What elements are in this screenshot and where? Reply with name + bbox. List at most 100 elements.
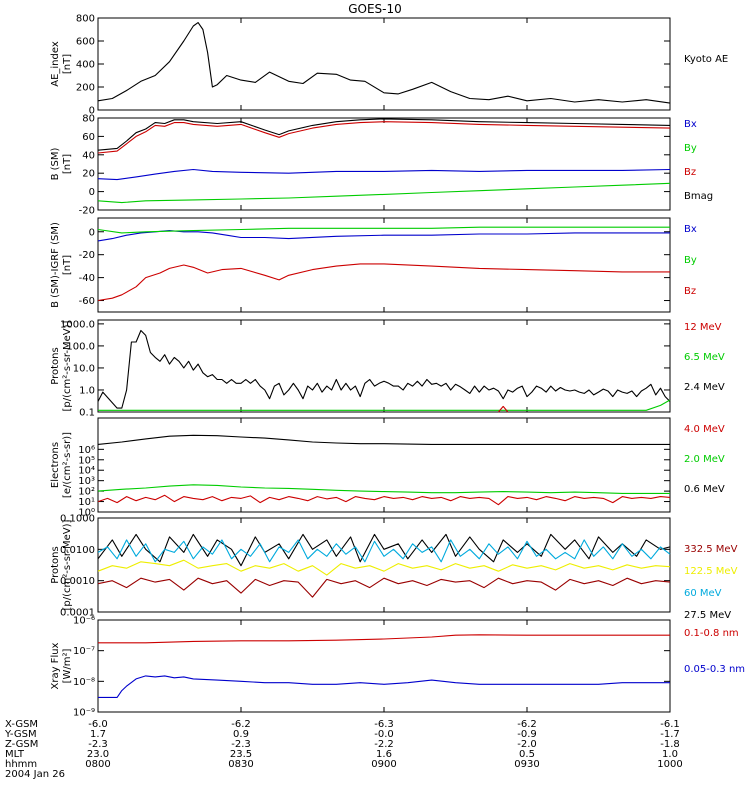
y-axis-label: AE_index [50, 41, 61, 87]
chart-title: GOES-10 [348, 2, 402, 16]
panel-3: -60 -40 -20 0 B (SM)-IGRF (SM) [nT] Bx By Bz [50, 218, 697, 312]
series-line-green [98, 183, 670, 202]
series-line-black [98, 23, 670, 104]
panel-frame [98, 118, 670, 210]
y-tick-label: 10⁶ [78, 445, 95, 456]
legend-entry: 2.4 MeV [684, 382, 725, 393]
panel-frame [98, 18, 670, 110]
y-tick-label: -20 [79, 206, 95, 217]
y-axis-label: Protons [50, 546, 61, 583]
y-axis-label: [p/(cm²-s-sr-MeV)] [62, 320, 73, 411]
panel-4: 0.1 1.0 10.0 100.0 1000.0 Protons [p/(cm²-s-sr… [50, 319, 725, 418]
legend-entry: Bx [684, 119, 697, 130]
y-axis-label: B (SM)-IGRF (SM) [50, 222, 61, 308]
y-tick-label: 1.0 [79, 385, 95, 396]
orbit-tick-value: 0930 [514, 759, 539, 770]
y-tick-label: -60 [79, 296, 95, 307]
panel-7: 10⁻⁹ 10⁻⁸ 10⁻⁷ 10⁻⁶ Xray Flux [W/m²] 0.1-0.8 n… [50, 616, 745, 719]
legend-entry: 60 MeV [684, 588, 722, 599]
panel-2: -20 0 20 40 60 80 B (SM) [nT] Bx By Bz Bmag [50, 114, 713, 217]
series-line-blue [98, 676, 670, 698]
legend-entry: Bz [684, 286, 696, 297]
y-tick-label: 10⁵ [78, 455, 95, 466]
legend-entry: 0.1-0.8 nm [684, 628, 739, 639]
y-tick-label: 60 [82, 132, 95, 143]
y-tick-label: 800 [76, 14, 95, 25]
y-axis-label: [e/(cm²-s-sr)] [62, 432, 73, 498]
y-axis-label: [W/m²] [62, 648, 73, 683]
y-tick-label: 10⁻⁹ [73, 708, 95, 719]
series-line-red [98, 264, 670, 301]
y-axis-label: B (SM) [50, 147, 61, 180]
y-tick-label: 10⁻⁷ [73, 646, 95, 657]
y-tick-label: 10³ [78, 476, 95, 487]
y-tick-label: 80 [82, 114, 95, 125]
panel-1: 0 200 400 600 800 AE_index [nT] Kyoto AE [50, 14, 728, 117]
panel-6: 0.0001 0.0010 0.0100 0.1000 Protons [p/(cm²-s… [50, 514, 738, 622]
orbit-tick-value: 0830 [228, 759, 253, 770]
y-tick-label: 20 [82, 169, 95, 180]
y-tick-label: 40 [82, 150, 95, 161]
y-tick-label: 10¹ [78, 497, 95, 508]
series-line-blue [98, 231, 670, 241]
series-line-darkred [98, 578, 670, 597]
legend-entry: Bx [684, 224, 697, 235]
legend-entry: By [684, 143, 697, 154]
legend-entry: 6.5 MeV [684, 352, 725, 363]
legend-entry: 122.5 MeV [684, 566, 738, 577]
series-line-black [98, 119, 670, 150]
panel-frame [98, 518, 670, 612]
goes-10-stack-plot: GOES-10 0200400600800AE_index [nT] Kyoto A… [0, 0, 750, 800]
y-tick-label: 10⁻⁶ [73, 616, 95, 627]
legend-entry: Kyoto AE [684, 54, 728, 65]
series-line-red [98, 495, 670, 504]
legend-entry: 0.6 MeV [684, 484, 725, 495]
legend-entry: 12 MeV [684, 322, 722, 333]
series-line-black [98, 534, 670, 565]
orbit-tick-value: 0800 [85, 759, 110, 770]
panel-frame [98, 320, 670, 412]
legend-entry: 4.0 MeV [684, 424, 725, 435]
y-tick-label: 600 [76, 37, 95, 48]
legend-entry: 27.5 MeV [684, 610, 731, 621]
y-axis-label: Protons [50, 347, 61, 384]
y-tick-label: 10² [78, 487, 95, 498]
y-tick-label: 10⁻⁸ [73, 677, 95, 688]
orbit-time-axis: X-GSMY-GSMZ-GSMMLThhmm2004 Jan 26-6.01.7… [4, 719, 683, 780]
y-axis-label: [nT] [62, 54, 73, 74]
orbit-tick-value: 1000 [657, 759, 682, 770]
series-line-blue [98, 170, 670, 180]
y-tick-label: -40 [79, 273, 95, 284]
legend-entry: By [684, 255, 697, 266]
y-tick-label: 10⁴ [78, 466, 95, 477]
y-axis-label: Xray Flux [50, 642, 61, 689]
panel-frame [98, 620, 670, 712]
y-tick-label: 10.0 [73, 363, 95, 374]
legend-entry: 2.0 MeV [684, 454, 725, 465]
legend-entry: Bz [684, 167, 696, 178]
legend-entry: Bmag [684, 191, 713, 202]
y-tick-label: -20 [79, 250, 95, 261]
y-axis-label: [nT] [62, 154, 73, 174]
series-line-black [98, 331, 670, 409]
y-tick-label: 0 [89, 187, 95, 198]
y-tick-label: 200 [76, 83, 95, 94]
series-line-red [498, 406, 508, 412]
series-line-red [98, 122, 670, 153]
y-tick-label: 0.1 [79, 408, 95, 419]
y-axis-label: [nT] [62, 255, 73, 275]
legend-entry: 0.05-0.3 nm [684, 664, 745, 675]
y-axis-label: Electrons [50, 442, 61, 488]
series-line-black [98, 435, 670, 444]
orbit-row-label: 2004 Jan 26 [5, 769, 65, 780]
y-tick-label: 400 [76, 60, 95, 71]
legend-entry: 332.5 MeV [684, 544, 738, 555]
series-line-cyan [98, 540, 670, 562]
series-line-red [98, 635, 670, 643]
panel-5: 10⁰10¹10²10³10⁴10⁵10⁶Electrons [e/(cm²-s-… [50, 418, 725, 519]
y-tick-label: 0 [89, 227, 95, 238]
y-axis-label: [p/(cm²-s-sr-MeV)] [62, 519, 73, 610]
series-line-green [98, 485, 670, 494]
series-line-yellow [98, 560, 670, 575]
